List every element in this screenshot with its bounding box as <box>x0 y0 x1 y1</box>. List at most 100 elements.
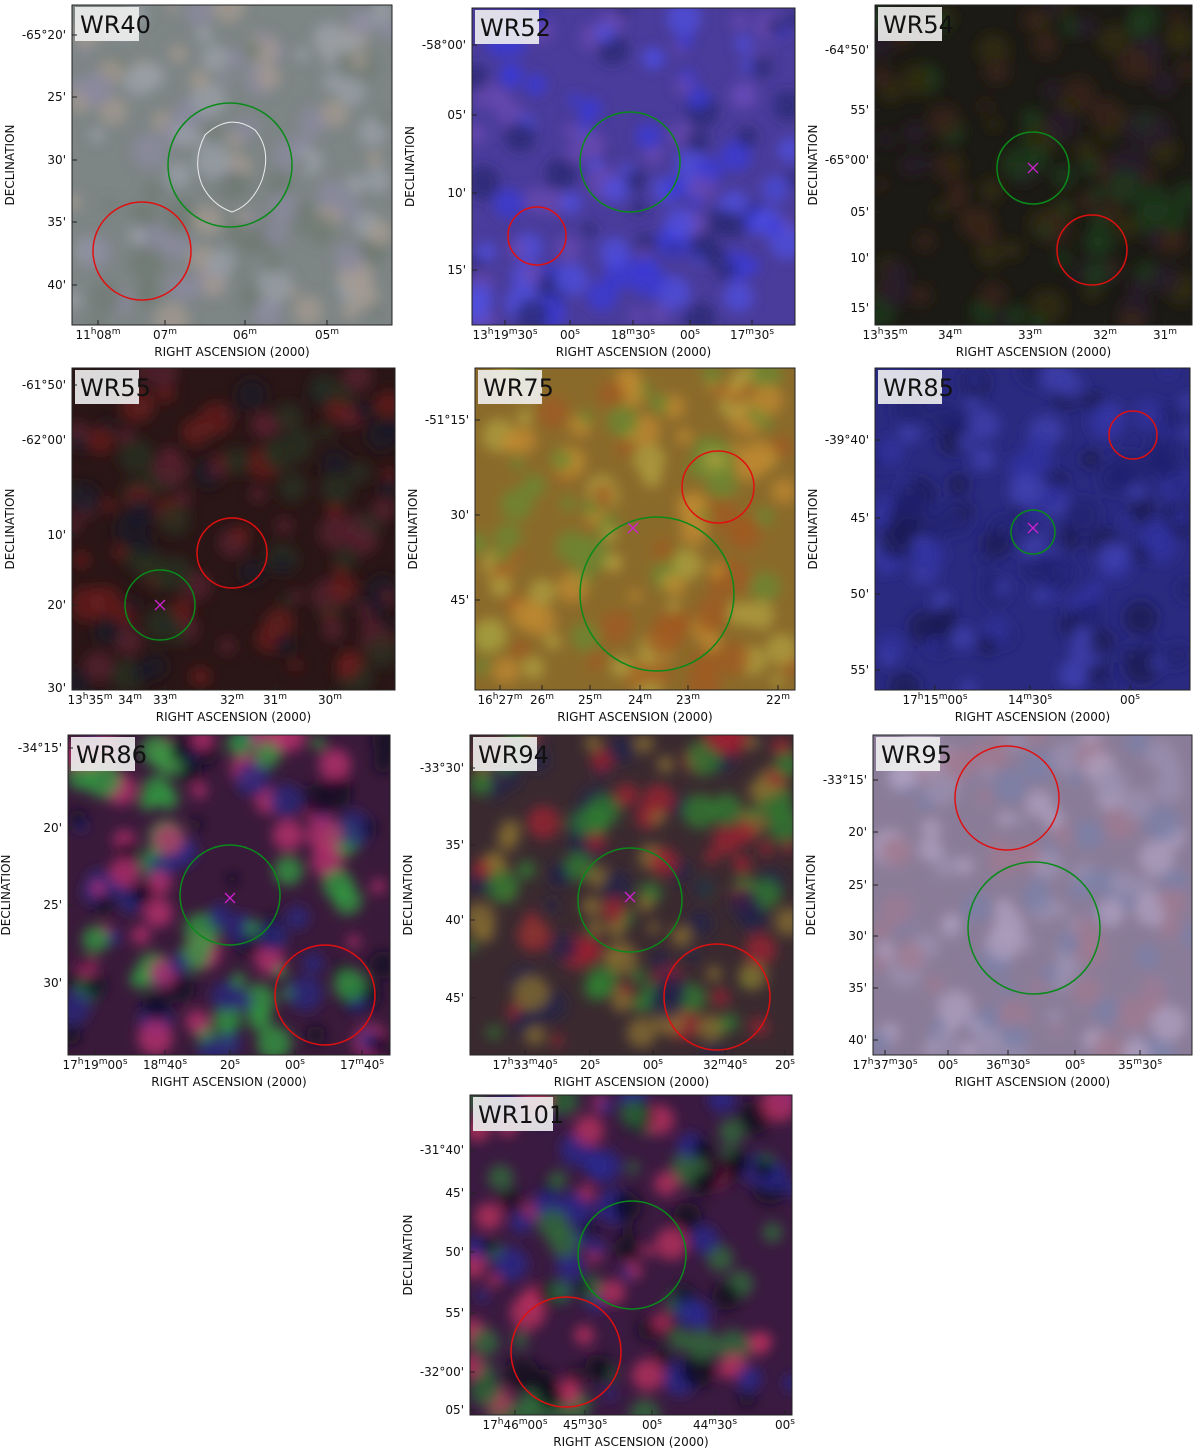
y-axis-label: DECLINATION <box>804 855 818 936</box>
blob <box>965 396 980 412</box>
y-tick-label: 50' <box>445 1245 464 1259</box>
x-tick-label: 13h35m <box>67 692 112 707</box>
x-tick-label: 35m30s <box>1118 1057 1162 1072</box>
blob <box>649 305 669 325</box>
blob <box>118 438 155 475</box>
blob <box>1021 107 1043 130</box>
blob <box>234 116 259 141</box>
blob <box>1004 304 1027 325</box>
y-axis-label: DECLINATION <box>806 125 820 206</box>
blob <box>594 1362 613 1380</box>
blob <box>604 553 623 572</box>
y-tick-label: 40' <box>47 278 66 292</box>
blob <box>544 633 562 650</box>
blob <box>575 1393 593 1411</box>
y-tick-label: 35' <box>848 981 867 995</box>
blob <box>1053 960 1075 982</box>
blob <box>615 8 630 16</box>
blob <box>185 1009 210 1034</box>
blob <box>687 1329 718 1360</box>
label-box <box>75 370 139 404</box>
blob <box>281 595 294 608</box>
blob <box>211 5 246 23</box>
y-tick-label: -39°40' <box>825 433 869 447</box>
blob <box>554 262 589 297</box>
blob <box>765 633 795 666</box>
blob <box>347 7 377 37</box>
x-tick-label: 22m <box>766 692 790 707</box>
blob <box>167 624 189 645</box>
x-tick-label: 00s <box>642 1417 662 1432</box>
red-circle <box>1056 214 1128 286</box>
panel-image <box>72 368 395 690</box>
blob <box>136 204 159 228</box>
blob <box>337 77 366 106</box>
blob <box>1057 202 1070 215</box>
x-tick-label: 32m40s <box>703 1057 747 1072</box>
blob <box>270 192 300 223</box>
blob <box>218 637 236 655</box>
blob <box>1065 497 1101 534</box>
blob <box>767 219 783 235</box>
blob <box>188 69 211 91</box>
blob <box>1099 200 1122 222</box>
blob <box>877 130 895 148</box>
blob <box>620 383 645 408</box>
blob <box>1050 824 1072 846</box>
blob <box>1165 21 1192 53</box>
blob <box>318 748 351 781</box>
blob <box>997 999 1031 1033</box>
blob <box>494 523 522 551</box>
blob <box>981 571 1001 592</box>
image-frame <box>67 734 391 1056</box>
blob <box>222 447 251 476</box>
blob <box>584 976 609 1001</box>
blob <box>620 1267 634 1281</box>
blob <box>72 193 82 212</box>
image-frame <box>474 367 796 691</box>
blob <box>218 1031 242 1055</box>
blob <box>480 1237 497 1254</box>
image-frame <box>469 1094 793 1416</box>
y-axis-label: DECLINATION <box>403 126 417 207</box>
x-tick-label: 24m <box>628 692 652 707</box>
blob <box>755 1332 772 1349</box>
blob <box>336 811 372 847</box>
blob <box>1001 146 1037 181</box>
blob <box>152 451 189 487</box>
blob <box>342 368 373 392</box>
green-circle <box>577 1200 687 1310</box>
blob <box>741 381 757 396</box>
blob <box>751 368 782 391</box>
blob <box>977 33 1010 67</box>
blob <box>235 378 268 411</box>
blob <box>501 431 523 453</box>
blob <box>157 788 179 810</box>
blob <box>581 499 599 517</box>
blob <box>1012 812 1026 826</box>
blob <box>979 177 1004 202</box>
blob <box>190 817 204 831</box>
blob <box>1055 5 1072 17</box>
blob <box>1144 805 1181 842</box>
blob <box>1116 46 1150 81</box>
blob <box>1045 482 1067 504</box>
blob <box>597 1098 613 1114</box>
blob <box>525 1025 546 1046</box>
blob <box>256 416 276 435</box>
blob <box>580 97 603 119</box>
blob <box>651 1312 673 1333</box>
blob <box>702 368 722 385</box>
y-tick-label: -34°15' <box>18 741 62 755</box>
blob <box>116 840 137 861</box>
blob <box>89 282 121 314</box>
x-tick-label: 18m40s <box>143 1057 187 1072</box>
blob <box>124 596 140 612</box>
y-tick-label: 10' <box>47 528 66 542</box>
blob <box>672 1202 702 1232</box>
blob <box>1150 657 1163 670</box>
blob <box>716 640 751 676</box>
x-tick-label: 17m40s <box>340 1057 384 1072</box>
blob <box>711 1282 741 1311</box>
panel-label: WR75 <box>483 374 554 402</box>
